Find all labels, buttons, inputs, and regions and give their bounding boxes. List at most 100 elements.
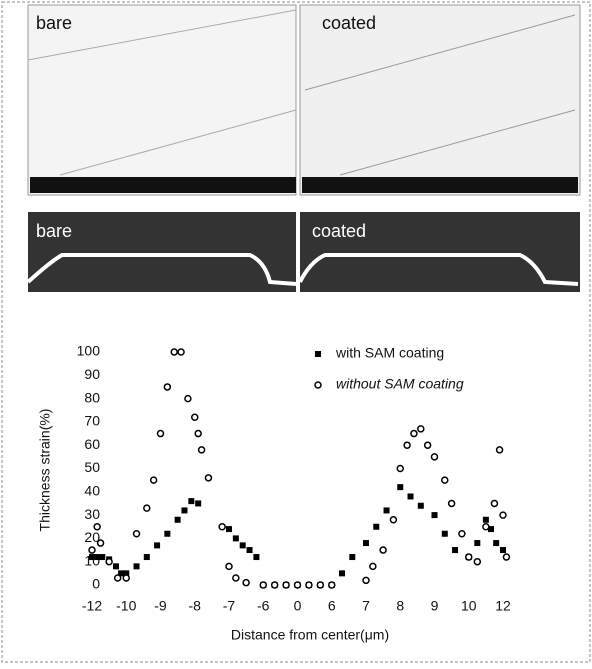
point	[441, 476, 449, 484]
image-info-bar	[30, 177, 296, 193]
legend-label: with SAM coating	[335, 345, 444, 361]
point	[502, 553, 511, 561]
point	[170, 348, 178, 356]
point	[282, 581, 290, 589]
point	[112, 563, 119, 570]
image-detail	[59, 109, 297, 176]
point	[88, 546, 96, 554]
point	[369, 562, 377, 571]
image-panel	[299, 4, 581, 196]
point	[232, 574, 240, 582]
point	[499, 511, 507, 519]
point	[188, 498, 195, 505]
point	[143, 504, 151, 512]
y-tick-label: 80	[84, 389, 100, 405]
x-tick-label: 12	[495, 598, 511, 614]
point	[495, 446, 504, 454]
point	[328, 581, 336, 589]
point	[132, 529, 141, 538]
point	[204, 474, 213, 482]
point	[410, 429, 418, 438]
point	[197, 446, 206, 454]
point	[181, 507, 188, 514]
point	[123, 570, 130, 577]
point	[363, 540, 369, 547]
point	[239, 542, 246, 549]
point	[500, 547, 506, 554]
image-detail	[27, 9, 297, 61]
point	[225, 562, 233, 571]
panel-label: bare	[36, 221, 72, 241]
image-detail	[304, 14, 576, 91]
x-tick-label: 7	[362, 598, 370, 614]
x-tick-label: 8	[396, 598, 404, 614]
point	[94, 554, 101, 561]
point	[423, 441, 432, 449]
point	[465, 553, 473, 561]
point	[482, 523, 490, 531]
y-tick-label: 100	[77, 343, 101, 359]
point	[339, 570, 346, 577]
point	[96, 539, 105, 547]
x-tick-label: 0	[294, 598, 302, 614]
point	[458, 529, 466, 538]
y-tick-label: 0	[92, 576, 100, 592]
profile-line	[26, 253, 297, 286]
point	[474, 540, 481, 547]
point	[431, 512, 438, 519]
x-tick-label: 10	[461, 598, 477, 614]
profile-line	[298, 253, 579, 286]
point	[226, 526, 232, 533]
legend-marker	[314, 381, 322, 389]
y-tick-label: 70	[84, 413, 100, 429]
point	[105, 557, 113, 566]
y-tick-label: 50	[84, 459, 100, 475]
point	[488, 526, 495, 533]
point	[164, 530, 171, 537]
point	[149, 476, 158, 484]
image-panel	[28, 212, 296, 292]
point	[397, 484, 404, 491]
point	[362, 576, 370, 585]
y-axis-title: Thickness strain(%)	[37, 409, 53, 532]
legend-label: without SAM coating	[336, 376, 464, 392]
point	[113, 574, 122, 582]
point	[163, 383, 172, 391]
panel-label: coated	[322, 13, 376, 33]
x-tick-label: -8	[189, 598, 202, 614]
point	[133, 563, 140, 570]
point	[293, 581, 302, 589]
y-tick-label: 60	[84, 436, 100, 452]
point	[396, 464, 404, 473]
x-tick-label: -9	[154, 598, 167, 614]
point	[191, 413, 199, 421]
point	[246, 547, 253, 554]
point	[253, 554, 260, 561]
x-tick-label: -10	[116, 598, 136, 614]
point	[177, 348, 185, 356]
point	[447, 499, 456, 508]
point	[232, 535, 239, 542]
point	[417, 425, 425, 433]
point	[122, 574, 130, 582]
point	[493, 540, 500, 547]
image-panel	[27, 4, 297, 196]
x-tick-label: 9	[431, 598, 439, 614]
point	[242, 578, 250, 587]
panel-label: bare	[36, 13, 72, 33]
point	[184, 394, 192, 403]
point	[259, 581, 267, 589]
y-tick-label: 40	[84, 483, 100, 499]
point	[389, 516, 398, 524]
point	[316, 581, 325, 589]
legend-marker	[315, 351, 321, 357]
image-info-bar	[302, 177, 578, 193]
x-tick-label: -12	[82, 598, 102, 614]
point	[194, 429, 202, 438]
point	[430, 453, 439, 461]
x-axis-title: Distance from center(μm)	[231, 627, 389, 643]
point	[349, 554, 356, 561]
x-tick-label: -7	[223, 598, 236, 614]
x-tick-label: -6	[257, 598, 270, 614]
